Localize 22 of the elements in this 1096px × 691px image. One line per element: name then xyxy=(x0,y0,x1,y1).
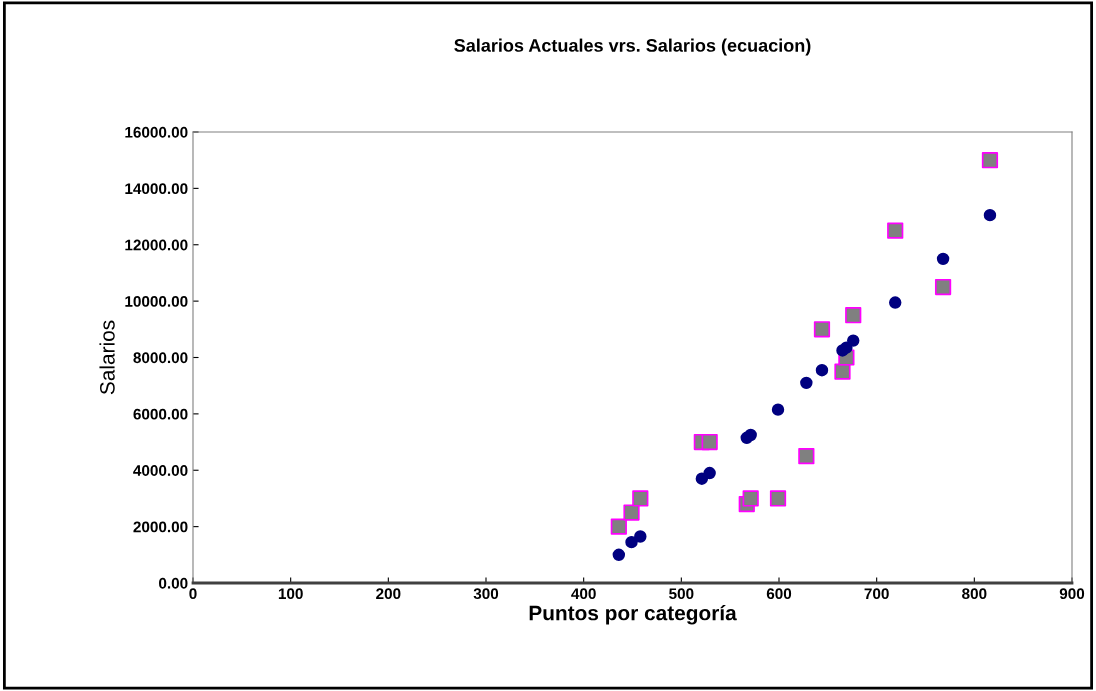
x-axis-title: Puntos por categoría xyxy=(529,604,737,625)
x-tick-label: 900 xyxy=(1059,588,1085,600)
x-tick-label: 100 xyxy=(278,588,303,600)
x-tick-label: 400 xyxy=(571,588,596,600)
y-tick-label: 0.00 xyxy=(159,577,188,589)
y-tick-label: 6000.00 xyxy=(133,408,188,420)
y-tick-label: 8000.00 xyxy=(133,352,188,364)
y-tick-label: 12000.00 xyxy=(125,239,188,251)
y-tick-label: 2000.00 xyxy=(133,521,188,533)
x-tick-label: 300 xyxy=(473,588,499,600)
x-tick-label: 200 xyxy=(376,588,401,600)
x-tick-label: 500 xyxy=(669,588,694,600)
x-tick-label: 600 xyxy=(766,588,792,600)
y-tick-label: 16000.00 xyxy=(125,126,188,138)
y-axis-title: Salarios xyxy=(99,320,115,395)
y-tick-label: 14000.00 xyxy=(125,183,188,195)
y-tick-label: 10000.00 xyxy=(125,295,188,307)
x-tick-label: 800 xyxy=(962,588,987,600)
y-tick-label: 4000.00 xyxy=(133,465,188,476)
chart-title: Salarios Actuales vrs. Salarios (ecuacion) xyxy=(454,38,811,56)
x-tick-label: 0 xyxy=(189,588,197,600)
x-tick-label: 700 xyxy=(864,588,889,600)
